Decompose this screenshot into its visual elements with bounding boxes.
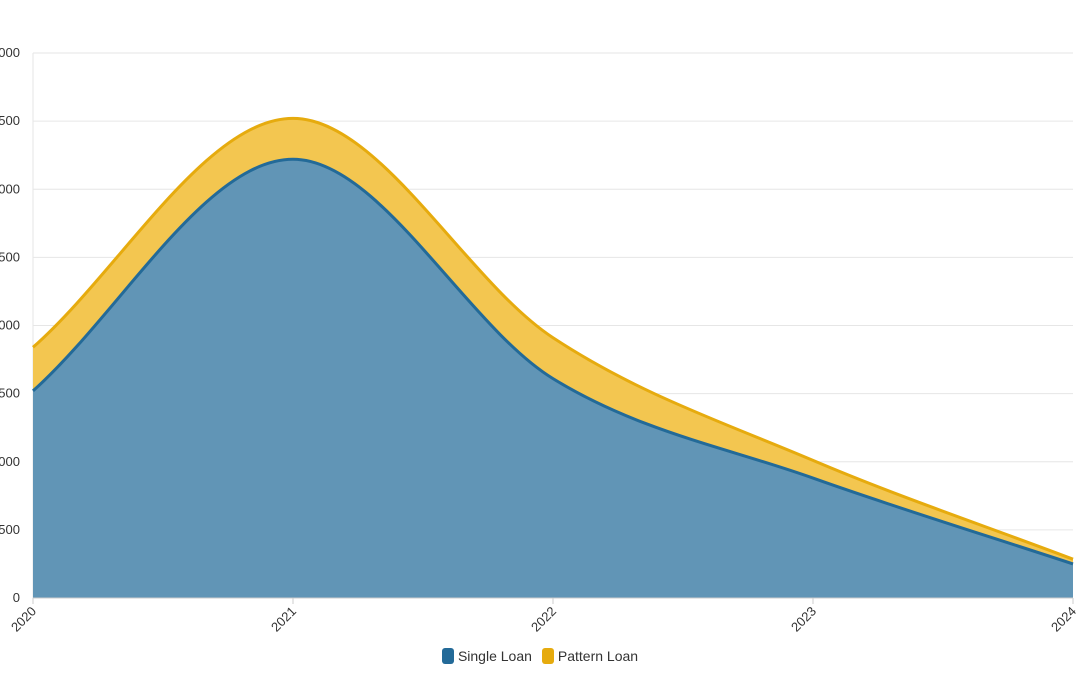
- legend-label-pattern-loan: Pattern Loan: [557, 648, 639, 664]
- y-tick-label: 500: [0, 522, 20, 537]
- y-tick-label: 0: [13, 590, 20, 605]
- area-series: [32, 116, 1074, 598]
- y-tick-label: 3000: [0, 181, 20, 196]
- legend-label-single-loan: Single Loan: [457, 648, 532, 664]
- x-tick-label: 2020: [8, 604, 39, 635]
- line-pattern-loan: [32, 116, 1074, 561]
- y-tick-label: 1500: [0, 386, 20, 401]
- legend-swatch-single-loan: [441, 648, 454, 664]
- line-single-loan: [32, 157, 1074, 566]
- legend-swatch-pattern-loan: [541, 648, 554, 664]
- legend-item-single-loan[interactable]: Single Loan: [441, 648, 532, 664]
- chart-legend: Single Loan Pattern Loan: [0, 648, 1080, 664]
- area-pattern-loan: [33, 118, 1073, 564]
- y-tick-label: 2000: [0, 318, 20, 333]
- y-tick-label: 1000: [0, 454, 20, 469]
- x-tick-label: 2023: [788, 604, 819, 635]
- x-tick-label: 2021: [268, 604, 299, 635]
- y-tick-label: 4000: [0, 45, 20, 60]
- y-tick-label: 3500: [0, 113, 20, 128]
- x-tick-label: 2022: [528, 604, 559, 635]
- x-tick-label: 2024: [1048, 604, 1079, 635]
- y-tick-label: 2500: [0, 249, 20, 264]
- axes: 0 500 1000 1500 2000 2500 3000 3500 4000 2020 2021…: [0, 45, 1079, 635]
- legend-item-pattern-loan[interactable]: Pattern Loan: [541, 648, 639, 664]
